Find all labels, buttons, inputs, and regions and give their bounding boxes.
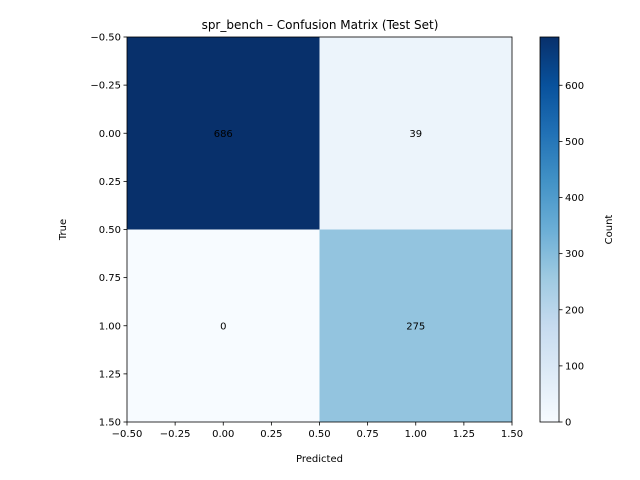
colorbar-ticks: 0 100 200 300 400 500 600 [559,81,584,429]
x-tick-label: −0.25 [160,429,191,440]
y-tick-label: 0.75 [99,273,121,284]
colorbar-tick-label: 300 [565,249,584,260]
colorbar-gradient [539,36,560,423]
x-tick-label: 1.25 [453,429,475,440]
colorbar-tick-label: 500 [565,137,584,148]
colorbar-tick-label: 600 [565,81,584,92]
cell-value-label: 0 [220,321,226,332]
y-tick-label: 1.50 [99,418,121,429]
cell-value-label: 686 [214,129,233,140]
chart-title: spr_bench – Confusion Matrix (Test Set) [202,18,439,32]
x-axis-title: Predicted [296,454,343,465]
x-tick-label: 0.75 [356,429,378,440]
x-tick-label: −0.50 [112,429,143,440]
y-tick-label: 0.00 [99,129,121,140]
cell-value-label: 275 [406,321,425,332]
heatmap-cell [127,37,320,230]
heatmap-cell [127,229,320,422]
y-axis-title: True [58,219,69,241]
colorbar-tick-label: 200 [565,305,584,316]
heatmap-cell [319,229,512,422]
x-tick-label: 1.00 [405,429,427,440]
cell-value-label: 39 [409,129,422,140]
x-tick-label: 1.50 [501,429,523,440]
y-tick-label: 0.50 [99,225,121,236]
y-tick-label: 1.25 [99,369,121,380]
heatmap-cells: 686 39 0 275 [127,37,512,422]
x-tick-label: 0.50 [308,429,330,440]
x-axis-ticks: −0.50 −0.25 0.00 0.25 0.50 0.75 1.00 1.25 1.50 [112,422,523,440]
y-tick-label: −0.50 [90,33,121,44]
colorbar-tick-label: 400 [565,193,584,204]
y-tick-label: −0.25 [90,81,121,92]
y-tick-label: 1.00 [99,321,121,332]
colorbar-tick-label: 0 [565,418,571,429]
x-tick-label: 0.25 [260,429,282,440]
colorbar-tick-label: 100 [565,361,584,372]
y-axis-ticks: −0.50 −0.25 0.00 0.25 0.50 0.75 1.00 1.25 1.50 [90,33,127,429]
heatmap-cell [319,37,512,230]
y-tick-label: 0.25 [99,177,121,188]
colorbar-title: Count [604,215,615,245]
x-tick-label: 0.00 [212,429,234,440]
